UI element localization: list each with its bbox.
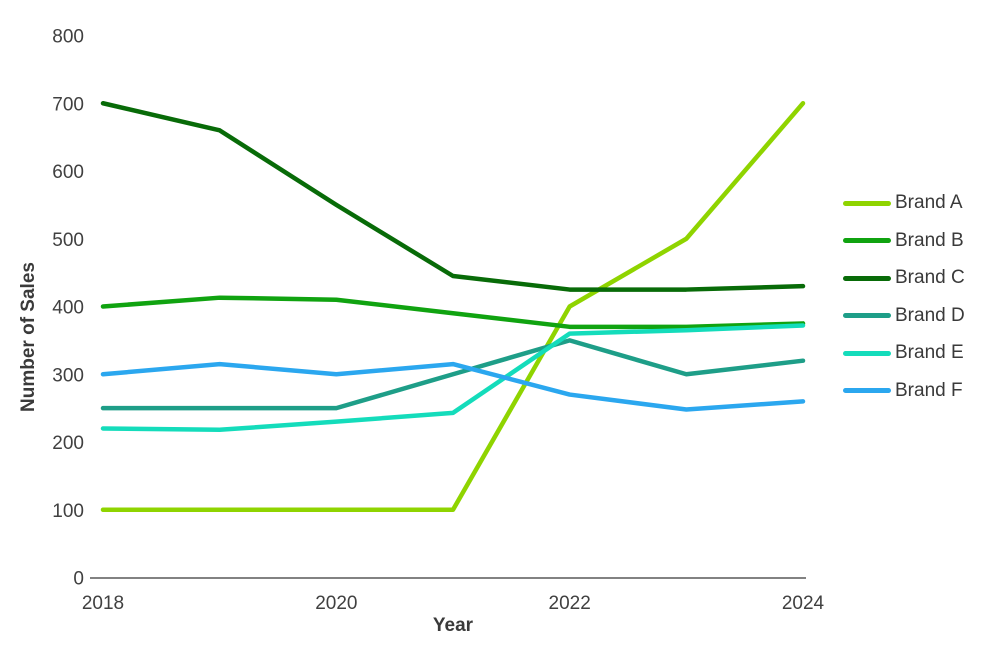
x-tick-label: 2018 [82,593,124,614]
legend-swatch [843,200,891,206]
legend-swatch [843,238,891,243]
legend-item-brand-a: Brand A [843,190,963,216]
legend-label: Brand C [895,267,965,288]
legend: Brand A Brand B Brand C Brand D Brand E Brand… [843,0,1000,648]
y-tick-label: 500 [52,230,84,251]
legend-item-brand-d: Brand D [843,303,965,329]
y-axis-title-text: Number of Sales [18,262,39,412]
legend-label: Brand F [895,379,963,401]
y-tick-label: 600 [52,162,84,183]
y-tick-label: 700 [52,94,84,115]
legend-label: Brand D [895,304,965,326]
legend-item-brand-c: Brand C [843,265,965,291]
series-line-brand-c [100,101,806,292]
legend-label: Brand B [895,229,964,251]
legend-swatch [843,313,891,318]
series-line-brand-d [100,338,806,411]
y-tick-label: 800 [52,27,84,48]
series-line-brand-e [100,323,806,433]
y-tick-label: 200 [52,433,84,454]
series-line-brand-b [100,295,806,330]
y-tick-label: 0 [73,569,84,590]
x-tick-label: 2022 [549,593,591,614]
legend-item-brand-f: Brand F [843,378,963,404]
legend-swatch [843,350,891,356]
legend-item-brand-b: Brand B [843,228,964,254]
legend-item-brand-e: Brand E [843,340,964,366]
legend-swatch [843,388,891,393]
x-axis-title-text: Year [432,615,474,636]
legend-label: Brand A [895,192,963,213]
series-line-brand-f [100,361,806,412]
y-tick-label: 100 [52,501,84,522]
y-tick-label: 300 [52,365,84,386]
legend-swatch [843,275,891,281]
y-tick-label: 400 [52,298,84,319]
series-line-brand-a [100,101,806,512]
legend-label: Brand E [895,342,964,363]
x-tick-label: 2024 [782,593,825,614]
x-tick-label: 2020 [315,593,357,614]
